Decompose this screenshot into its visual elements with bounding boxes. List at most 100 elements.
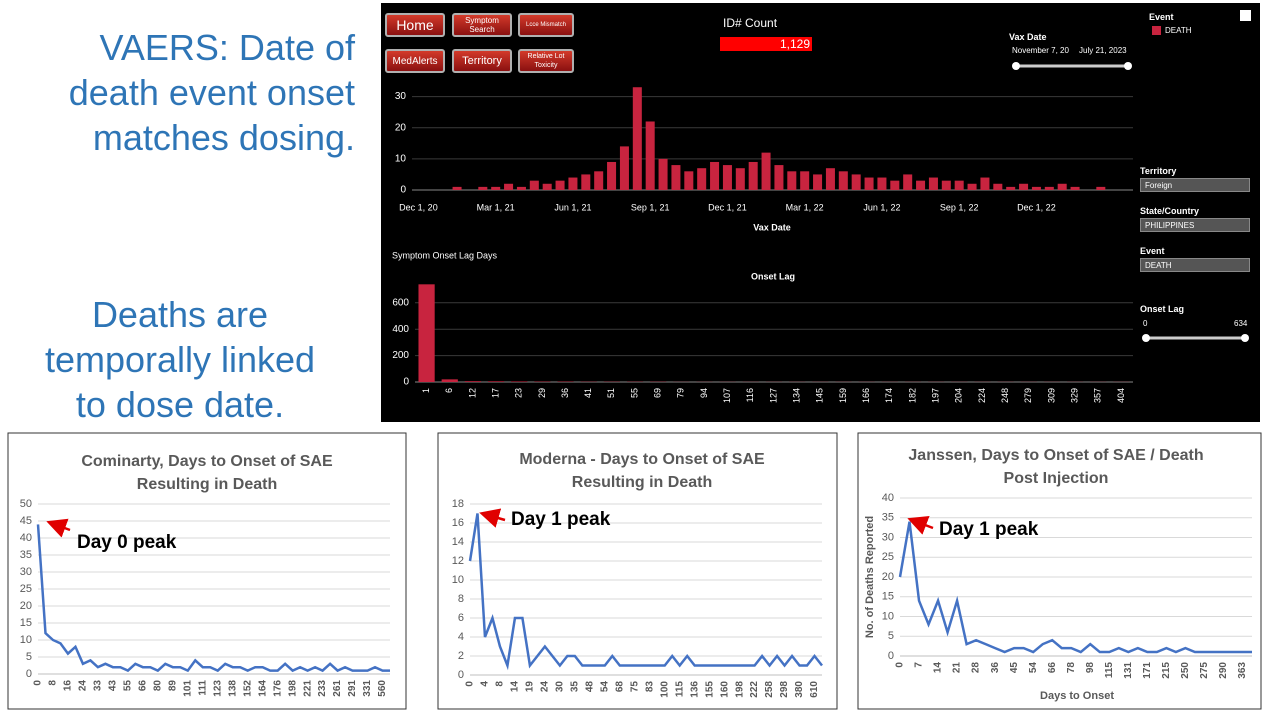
x-tick-label: Sep 1, 21 xyxy=(631,202,670,212)
x-tick-label: 98 xyxy=(1085,662,1096,674)
x-tick-label: 36 xyxy=(560,388,570,398)
x-tick-label: 51 xyxy=(606,388,616,398)
y-tick-label: 20 xyxy=(882,571,894,583)
x-tick-label: 30 xyxy=(555,681,566,693)
slider-label: Vax Date xyxy=(1009,32,1047,42)
bar xyxy=(851,174,861,190)
legend-swatch xyxy=(1152,26,1161,35)
x-tick-label: 83 xyxy=(644,681,655,693)
bar xyxy=(748,161,758,190)
x-tick-label: 29 xyxy=(537,388,547,398)
chart-title: Post Injection xyxy=(1004,470,1109,487)
slider-handle[interactable] xyxy=(1124,62,1132,70)
x-tick-label: 309 xyxy=(1046,388,1056,403)
x-tick-label: 222 xyxy=(749,681,760,698)
bar xyxy=(491,186,501,190)
bar xyxy=(941,180,951,190)
y-tick-label: 10 xyxy=(452,574,464,586)
bar xyxy=(1096,186,1106,190)
y-tick-label: 0 xyxy=(888,650,894,662)
x-tick-label: 174 xyxy=(884,388,894,403)
filter-dropdown[interactable]: PHILIPPINES xyxy=(1140,218,1250,232)
x-tick-label: 12 xyxy=(467,388,477,398)
filter-dropdown[interactable]: Foreign xyxy=(1140,178,1250,192)
x-tick-label: 24 xyxy=(78,680,89,692)
y-tick-label: 4 xyxy=(458,631,464,643)
nav-button[interactable]: MedAlerts xyxy=(385,49,445,73)
x-tick-label: 224 xyxy=(977,388,987,403)
x-tick-label: 54 xyxy=(599,681,610,693)
x-tick-label: 107 xyxy=(722,388,732,403)
x-tick-label: 48 xyxy=(584,681,595,693)
bar xyxy=(645,121,655,190)
bar xyxy=(607,161,617,190)
nav-button[interactable]: Territory xyxy=(452,49,512,73)
x-tick-label: 380 xyxy=(794,681,805,698)
slider-handle[interactable] xyxy=(1012,62,1020,70)
x-tick-label: 7 xyxy=(914,662,925,668)
bar xyxy=(671,165,681,190)
filter-dropdown[interactable]: DEATH xyxy=(1140,258,1250,272)
nav-button[interactable]: Relative Lot Toxicity xyxy=(518,49,574,73)
bar xyxy=(452,186,462,190)
x-tick-label: 182 xyxy=(907,388,917,403)
x-axis-label: Days to Onset xyxy=(1040,690,1114,702)
y-tick-label: 40 xyxy=(20,532,32,544)
x-tick-label: 19 xyxy=(525,681,536,693)
y-tick-label: 10 xyxy=(882,610,894,622)
x-tick-label: 131 xyxy=(1123,662,1134,679)
x-tick-label: 14 xyxy=(510,681,521,693)
chart-title: Moderna - Days to Onset of SAE xyxy=(519,451,765,468)
bar xyxy=(568,177,578,190)
x-tick-label: 152 xyxy=(242,680,253,697)
chart-title: Onset Lag xyxy=(751,271,795,281)
slider-handle[interactable] xyxy=(1142,334,1150,342)
checkbox[interactable] xyxy=(1240,10,1251,21)
x-tick-label: 4 xyxy=(480,681,491,687)
y-tick-label: 20 xyxy=(395,122,407,133)
bar xyxy=(722,165,732,190)
x-tick-label: Dec 1, 21 xyxy=(708,202,747,212)
x-tick-label: 160 xyxy=(719,681,730,698)
x-tick-label: Sep 1, 22 xyxy=(940,202,979,212)
bar xyxy=(581,174,591,190)
bar xyxy=(418,284,435,382)
bar xyxy=(928,177,938,190)
nav-button[interactable]: Home xyxy=(385,13,445,37)
x-tick-label: 233 xyxy=(317,680,328,697)
nav-button[interactable]: Lcce Mismatch xyxy=(518,13,574,37)
bar xyxy=(478,186,488,190)
slider-handle[interactable] xyxy=(1241,334,1249,342)
count-label: ID# Count xyxy=(723,16,778,30)
bar xyxy=(813,174,823,190)
y-tick-label: 25 xyxy=(882,551,894,563)
bar xyxy=(1031,186,1041,190)
x-tick-label: 258 xyxy=(764,681,775,698)
y-tick-label: 30 xyxy=(20,566,32,578)
x-tick-label: 204 xyxy=(954,388,964,403)
x-tick-label: 171 xyxy=(1142,662,1153,679)
x-tick-label: 610 xyxy=(809,681,820,698)
bar xyxy=(800,171,810,190)
x-tick-label: 145 xyxy=(815,388,825,403)
y-tick-label: 12 xyxy=(452,555,464,567)
y-axis-label: No. of Deaths Reported xyxy=(864,516,876,638)
x-tick-label: 6 xyxy=(444,388,454,393)
slider-from: November 7, 20 xyxy=(1012,46,1069,55)
x-tick-label: 221 xyxy=(302,680,313,697)
x-tick-label: 298 xyxy=(779,681,790,698)
nav-button[interactable]: Symptom Search xyxy=(452,13,512,37)
x-tick-label: 291 xyxy=(347,680,358,697)
bar xyxy=(542,183,552,190)
y-tick-label: 0 xyxy=(400,185,406,196)
y-tick-label: 18 xyxy=(452,498,464,510)
bar xyxy=(697,168,707,190)
x-tick-label: 404 xyxy=(1116,388,1126,403)
bar xyxy=(441,379,458,382)
y-tick-label: 10 xyxy=(395,153,407,164)
annotation: Day 0 peak xyxy=(77,532,177,553)
x-tick-label: 21 xyxy=(952,662,963,674)
bar xyxy=(710,161,720,190)
annotation: Day 1 peak xyxy=(511,509,611,530)
